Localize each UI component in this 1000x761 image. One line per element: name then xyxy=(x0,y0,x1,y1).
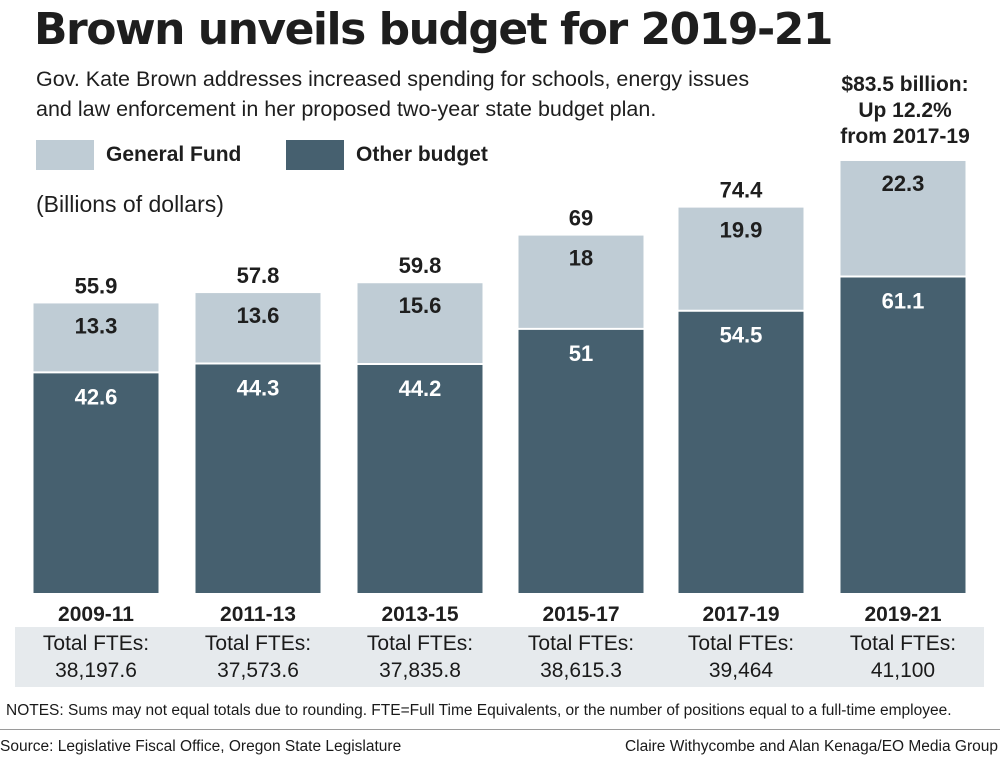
fte-value: 37,835.8 xyxy=(379,659,461,682)
bar-general-fund xyxy=(518,235,644,329)
data-label-general-fund: 19.9 xyxy=(720,218,763,243)
fte-label: Total FTEs: xyxy=(849,632,957,655)
bar-other-budget xyxy=(33,372,159,593)
bar-general-fund xyxy=(195,293,321,364)
legend-item-general-fund: General Fund xyxy=(36,140,241,170)
data-label-general-fund: 18 xyxy=(569,246,593,271)
callout-line-3: from 2017-19 xyxy=(840,125,970,148)
data-label-general-fund: 22.3 xyxy=(882,171,925,196)
fte-box: Total FTEs: 37,573.6 xyxy=(177,627,339,687)
fte-label: Total FTEs: xyxy=(204,632,312,655)
data-label-other-budget: 61.1 xyxy=(882,289,925,314)
data-label-total: 69 xyxy=(569,206,593,231)
fte-label: Total FTEs: xyxy=(366,632,474,655)
bar-other-budget xyxy=(357,364,483,593)
bar-general-fund xyxy=(840,160,966,277)
data-label-general-fund: 13.3 xyxy=(75,313,118,338)
legend-swatch-general-fund xyxy=(36,140,94,170)
bar-general-fund xyxy=(33,303,159,373)
data-label-other-budget: 54.5 xyxy=(720,323,763,348)
stacked-bar-chart: 42.6 13.3 55.9 2009-11 44.3 13.6 57.8 2011-13 44… xyxy=(33,160,966,626)
fte-box: Total FTEs: 41,100 xyxy=(822,627,984,687)
legend-item-other-budget: Other budget xyxy=(286,140,488,170)
fte-box: Total FTEs: 38,197.6 xyxy=(15,627,177,687)
fte-label: Total FTEs: xyxy=(687,632,795,655)
legend-swatch-other-budget xyxy=(286,140,344,170)
bar-general-fund xyxy=(678,207,804,311)
source-credit: Source: Legislative Fiscal Office, Orego… xyxy=(0,738,402,755)
notes: NOTES: Sums may not equal totals due to … xyxy=(6,702,952,719)
x-tick-label: 2011-13 xyxy=(220,603,296,626)
fte-value: 37,573.6 xyxy=(217,659,299,682)
units-label: (Billions of dollars) xyxy=(36,191,224,217)
fte-box: Total FTEs: 37,835.8 xyxy=(339,627,501,687)
callout-line-1: $83.5 billion: xyxy=(841,73,969,96)
fte-label: Total FTEs: xyxy=(527,632,635,655)
legend-label-other-budget: Other budget xyxy=(356,143,488,166)
data-label-other-budget: 44.2 xyxy=(399,376,442,401)
fte-box: Total FTEs: 38,615.3 xyxy=(500,627,662,687)
bar-general-fund xyxy=(357,283,483,365)
x-tick-label: 2019-21 xyxy=(864,603,941,626)
callout-line-2: Up 12.2% xyxy=(858,99,952,122)
fte-value: 39,464 xyxy=(708,659,774,682)
data-label-total: 74.4 xyxy=(720,178,764,203)
chart-title: Brown unveils budget for 2019-21 xyxy=(34,4,833,55)
data-label-other-budget: 44.3 xyxy=(237,376,280,401)
x-tick-label: 2013-15 xyxy=(381,603,458,626)
bar-other-budget xyxy=(840,276,966,593)
data-label-total: 55.9 xyxy=(75,273,118,298)
data-label-other-budget: 42.6 xyxy=(75,384,118,409)
x-tick-label: 2015-17 xyxy=(542,603,619,626)
chart-subtitle: Gov. Kate Brown addresses increased spen… xyxy=(36,67,750,121)
data-label-general-fund: 13.6 xyxy=(237,303,280,328)
divider xyxy=(0,729,1000,730)
data-label-total: 59.8 xyxy=(399,253,442,278)
total-callout: $83.5 billion: Up 12.2% from 2017-19 xyxy=(820,72,990,150)
data-label-other-budget: 51 xyxy=(569,341,593,366)
x-tick-label: 2017-19 xyxy=(702,603,779,626)
fte-label: Total FTEs: xyxy=(42,632,150,655)
data-label-total: 57.8 xyxy=(237,263,280,288)
fte-box: Total FTEs: 39,464 xyxy=(660,627,822,687)
author-credit: Claire Withycombe and Alan Kenaga/EO Med… xyxy=(624,738,998,755)
bar-other-budget xyxy=(195,363,321,593)
bar-other-budget xyxy=(518,328,644,593)
fte-value: 38,615.3 xyxy=(540,659,622,682)
x-tick-label: 2009-11 xyxy=(58,603,134,626)
legend-label-general-fund: General Fund xyxy=(106,143,242,166)
bar-other-budget xyxy=(678,310,804,593)
fte-value: 41,100 xyxy=(870,659,936,682)
data-label-general-fund: 15.6 xyxy=(399,293,442,318)
fte-value: 38,197.6 xyxy=(55,659,137,682)
